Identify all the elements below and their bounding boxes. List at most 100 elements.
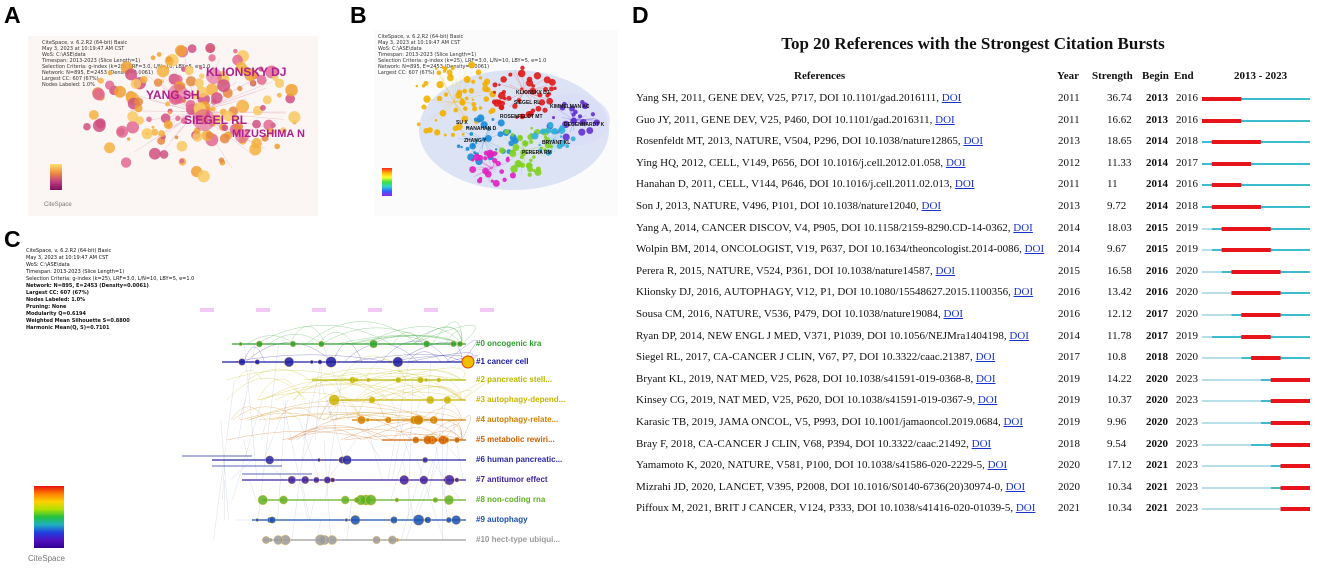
doi-link[interactable]: DOI: [987, 459, 1008, 472]
doi-link[interactable]: DOI: [977, 394, 998, 407]
timeline-node: [318, 340, 325, 348]
author-node: [159, 150, 169, 159]
timeline-node: [445, 516, 452, 524]
edge: [548, 139, 555, 142]
citation-arc: [321, 327, 433, 345]
info-line: CiteSpace, v. 6.2.R2 (64-bit) Basic: [26, 248, 112, 254]
end-cell: 2020: [1176, 286, 1198, 299]
doi-link[interactable]: DOI: [975, 372, 996, 385]
author-node: [217, 79, 231, 93]
edge: [479, 166, 493, 169]
end-cell: 2020: [1176, 264, 1198, 277]
author-node: [233, 122, 244, 132]
panel-c-citespace-logo: CiteSpace: [28, 554, 65, 563]
doi-link[interactable]: DOI: [1024, 243, 1045, 256]
strength-cell: 9.67: [1107, 243, 1127, 256]
doi-link[interactable]: DOI: [1003, 416, 1024, 428]
burst-table-row: Piffoux M, 2021, BRIT J CANCER, V124, P3…: [628, 498, 1318, 520]
reference-text: Sousa CM, 2016, NATURE, V536, P479, DOI …: [636, 308, 944, 320]
citation-arc: [432, 321, 463, 345]
timeline-node: [238, 342, 243, 346]
reference-node: [443, 92, 449, 97]
begin-cell: 2013: [1146, 113, 1168, 126]
burst-segment: [1241, 313, 1281, 317]
doi-link[interactable]: DOI: [1015, 502, 1036, 515]
doi-link[interactable]: DOI: [954, 178, 975, 191]
author-node: [288, 111, 301, 124]
reference-cell: Bray F, 2018, CA-CANCER J CLIN, V68, P39…: [636, 438, 991, 450]
reference-node: [465, 79, 469, 83]
author-node: [114, 85, 126, 98]
reference-node: [508, 72, 513, 77]
reference-node: [539, 131, 543, 134]
reference-node: [476, 178, 483, 184]
timeline-node: [350, 515, 361, 525]
burst-timeline: [1202, 485, 1310, 490]
citation-arc: [406, 327, 463, 345]
edge: [547, 135, 555, 141]
doi-link[interactable]: DOI: [1009, 329, 1029, 342]
doi-link[interactable]: DOI: [963, 135, 983, 148]
doi-link[interactable]: DOI: [971, 437, 992, 450]
reference-node: [508, 140, 515, 147]
edge: [462, 136, 485, 141]
cross-link: [238, 343, 256, 441]
reference-node: [436, 95, 443, 102]
cluster-label: #6 human pancreatic...: [476, 455, 563, 464]
doi-link[interactable]: DOI: [935, 113, 955, 126]
doi-link[interactable]: DOI: [935, 264, 956, 277]
reference-node: [471, 102, 477, 107]
reference-node: [480, 121, 488, 129]
year-cell: 2020: [1058, 459, 1080, 472]
reference-node: [423, 95, 431, 103]
reference-node: [581, 102, 589, 110]
timeline-node: [454, 477, 460, 483]
edge: [553, 139, 557, 149]
author-node: [279, 127, 287, 134]
citation-arc: [258, 414, 417, 421]
info-line: WoS: C:\ASE\data: [26, 262, 70, 268]
burst-segment: [1211, 161, 1252, 166]
burst-table-row: Rosenfeldt MT, 2013, NATURE, V504, P296,…: [628, 131, 1318, 153]
end-cell: 2016: [1176, 178, 1198, 191]
cross-link: [309, 499, 315, 521]
doi-link[interactable]: DOI: [975, 351, 996, 364]
author-node: [107, 70, 113, 76]
reference-text: Rosenfeldt MT, 2013, NATURE, V504, P296,…: [636, 135, 964, 148]
timeline-node: [429, 417, 434, 423]
doi-link[interactable]: DOI: [943, 308, 964, 320]
cross-link: [355, 419, 382, 461]
reference-node: [556, 143, 563, 150]
begin-cell: 2015: [1146, 243, 1168, 256]
timeline-node: [265, 455, 275, 465]
doi-link[interactable]: DOI: [1005, 480, 1026, 493]
strength-cell: 10.34: [1107, 480, 1132, 493]
doi-link[interactable]: DOI: [941, 92, 962, 104]
doi-link[interactable]: DOI: [921, 200, 942, 212]
reference-node: [450, 132, 456, 137]
doi-link[interactable]: DOI: [1013, 221, 1033, 234]
strength-cell: 14.22: [1107, 372, 1132, 385]
burst-segment: [1280, 485, 1310, 490]
burst-table-row: Mizrahi JD, 2020, LANCET, V395, P2008, D…: [628, 477, 1318, 499]
reference-node: [476, 118, 482, 123]
reference-text: Karasic TB, 2019, JAMA ONCOL, V5, P993, …: [636, 416, 1004, 428]
end-cell: 2019: [1176, 221, 1198, 234]
citation-arc: [346, 369, 463, 381]
citation-arc: [248, 368, 310, 381]
reference-node: [475, 69, 482, 76]
reference-text: Bryant KL, 2019, NAT MED, V25, P628, DOI…: [636, 372, 976, 385]
reference-node: [509, 172, 517, 179]
doi-link[interactable]: DOI: [1013, 286, 1034, 299]
end-cell: 2020: [1176, 308, 1198, 320]
reference-cell: Siegel RL, 2017, CA-CANCER J CLIN, V67, …: [636, 351, 995, 363]
author-node: [180, 117, 188, 124]
edge: [453, 90, 481, 103]
timeline-node: [436, 377, 442, 383]
author-node: [88, 109, 99, 120]
year-cell: 2019: [1058, 372, 1080, 385]
doi-link[interactable]: DOI: [945, 156, 966, 169]
cross-link: [232, 399, 263, 501]
author-node: [263, 119, 275, 131]
year-cell: 2013: [1058, 135, 1080, 148]
